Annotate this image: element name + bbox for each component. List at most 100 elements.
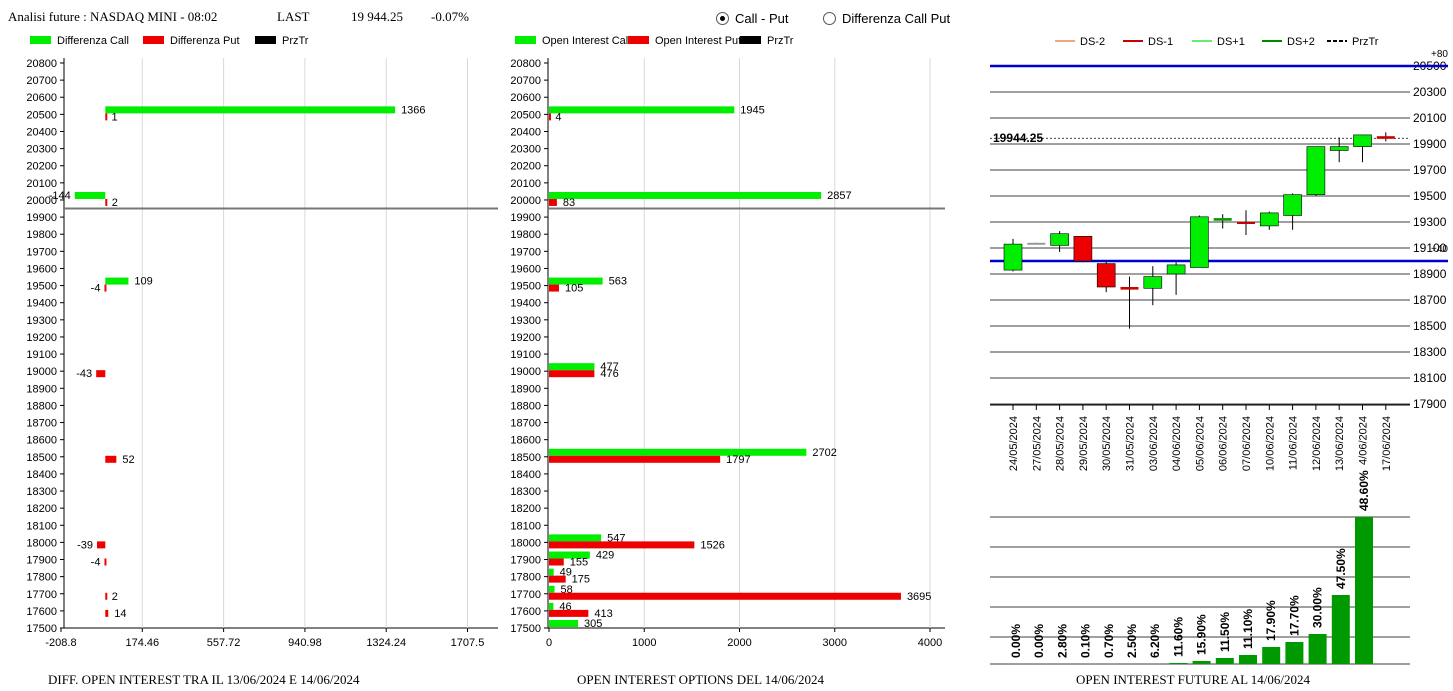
chart1-y-tick-label: 19200 [26, 332, 57, 344]
chart3-candle-body [1166, 264, 1186, 275]
chart2-call-bar [549, 602, 554, 610]
chart1-call-bar [105, 106, 396, 114]
chart1-y-tick-label: 18200 [26, 503, 57, 515]
chart1-y-tick-label: 19500 [26, 281, 57, 293]
chart2-y-tick-label: 20300 [510, 144, 541, 156]
change-percent: -0.07% [431, 9, 469, 24]
chart3-candle-body [1050, 233, 1069, 246]
chart3-level-label: +40 [1431, 244, 1448, 255]
chart2-put-data-label: 413 [594, 608, 612, 620]
chart2-legend-1-swatch [628, 36, 649, 44]
chart1-put-bar [105, 592, 108, 600]
chart3-candle-body [1237, 222, 1255, 224]
chart3-x-tick-label: 29/05/2024 [1078, 416, 1090, 471]
chart2-put-data-label: 4 [555, 111, 561, 123]
radio-call-put-label: Call - Put [735, 11, 789, 26]
chart1-y-tick-label: 18100 [26, 520, 57, 532]
chart1-y-tick-label: 18800 [26, 400, 57, 412]
chart3-x-tick-label: 06/06/2024 [1218, 416, 1230, 471]
chart2-call-bar [549, 620, 579, 627]
chart2-y-tick-label: 19200 [510, 332, 541, 344]
chart3-y-tick-label: 20100 [1413, 111, 1447, 125]
chart1-y-tick-label: 19100 [26, 349, 57, 361]
chart2-y-tick-label: 19900 [510, 212, 541, 224]
chart3-y-tick-label: 18100 [1413, 371, 1447, 385]
chart2-y-tick-label: 18300 [510, 486, 541, 498]
chart1-y-tick-label: 18300 [26, 486, 57, 498]
chart3-legend-2-label: DS+1 [1217, 36, 1245, 48]
chart1-y-tick-label: 18700 [26, 418, 57, 430]
chart1-put-bar [97, 541, 106, 549]
chart3-legend-0-label: DS-2 [1080, 36, 1105, 48]
chart1-put-bar [104, 284, 107, 292]
chart4-bar [1239, 655, 1257, 664]
chart2-y-tick-label: 17600 [510, 606, 541, 618]
chart3-candle-body [1073, 236, 1093, 262]
chart4-data-label: 0.70% [1102, 624, 1116, 658]
chart3-legend-3-label: DS+2 [1287, 36, 1315, 48]
chart1-y-tick-label: 20300 [26, 144, 57, 156]
chart2-y-tick-label: 19400 [510, 298, 541, 310]
chart2-y-tick-label: 18500 [510, 452, 541, 464]
chart3-candle-body [1260, 212, 1279, 227]
chart2-y-tick-label: 19500 [510, 281, 541, 293]
chart1-put-bar [104, 558, 107, 566]
instrument-title: Analisi future : NASDAQ MINI - 08:02 [8, 9, 218, 24]
chart2-y-tick-label: 18200 [510, 503, 541, 515]
radio-diff-call-put[interactable]: Differenza Call Put [823, 11, 950, 26]
chart3-candle-body [1143, 276, 1163, 289]
page-title: Analisi future : NASDAQ MINI - 08:02 [8, 9, 217, 25]
chart2-y-tick-label: 18000 [510, 537, 541, 549]
chart3-candle-body [1283, 194, 1302, 216]
chart1-put-bar [96, 370, 106, 378]
chart1-y-tick-label: 17900 [26, 555, 57, 567]
chart3-candle-body [1329, 146, 1349, 151]
chart1-call-data-label: 1366 [401, 104, 425, 116]
chart2-put-data-label: 175 [572, 574, 590, 586]
chart2-call-data-label: 429 [596, 550, 614, 562]
chart1-put-data-label: -4 [91, 283, 101, 295]
chart4-data-label: 11.60% [1171, 617, 1185, 657]
chart2-put-bar [549, 609, 589, 617]
chart4-data-label: 0.10% [1079, 624, 1093, 658]
radio-selected-icon [716, 12, 729, 25]
chart1-x-tick-label: 940.98 [288, 637, 322, 649]
chart3-level-label: +80 [1431, 49, 1448, 60]
chart3-x-tick-label: 11/06/2024 [1288, 416, 1300, 470]
chart2-put-bar [549, 198, 557, 206]
chart2-call-bar [549, 551, 590, 559]
chart1-put-data-label: -43 [76, 368, 92, 380]
chart4-bar [1331, 595, 1350, 664]
chart2-put-bar [549, 558, 564, 566]
chart1-legend-2-swatch [255, 36, 276, 44]
chart1-y-tick-label: 18400 [26, 469, 57, 481]
chart4-bar [1169, 663, 1188, 664]
chart1-y-tick-label: 19300 [26, 315, 57, 327]
chart1-y-tick-label: 17700 [26, 589, 57, 601]
chart2-x-tick-label: 1000 [632, 637, 656, 649]
chart2-call-data-label: 2702 [812, 447, 836, 459]
chart1-put-data-label: -4 [91, 557, 101, 569]
chart4-data-label: 17.90% [1264, 600, 1278, 641]
chart3-y-tick-label: 19300 [1413, 215, 1447, 229]
chart3-legend-4-label: PrzTr [1352, 36, 1379, 48]
chart1-x-tick-label: 1324.24 [366, 637, 406, 649]
chart2-y-tick-label: 18900 [510, 383, 541, 395]
chart4-data-label: 0.00% [1032, 624, 1046, 658]
chart2-y-tick-label: 17700 [510, 589, 541, 601]
chart2-put-bar [549, 575, 566, 583]
chart2-put-data-label: 3695 [907, 591, 931, 603]
chart3-x-tick-label: 17/06/2024 [1381, 416, 1393, 471]
chart2-y-tick-label: 18400 [510, 469, 541, 481]
chart2-y-tick-label: 20700 [510, 75, 541, 87]
chart1-y-tick-label: 19800 [26, 229, 57, 241]
chart3-x-tick-label: 24/05/2024 [1008, 416, 1020, 471]
chart3-x-tick-label: 04/06/2024 [1171, 416, 1183, 471]
chart2-call-data-label: 2857 [827, 190, 851, 202]
chart2-y-tick-label: 19300 [510, 315, 541, 327]
chart1-y-tick-label: 20500 [26, 109, 57, 121]
radio-call-put[interactable]: Call - Put [716, 11, 788, 26]
chart3-y-tick-label: 18300 [1413, 345, 1447, 359]
chart4-data-label: 15.90% [1195, 614, 1209, 655]
chart1-y-tick-label: 19600 [26, 263, 57, 275]
